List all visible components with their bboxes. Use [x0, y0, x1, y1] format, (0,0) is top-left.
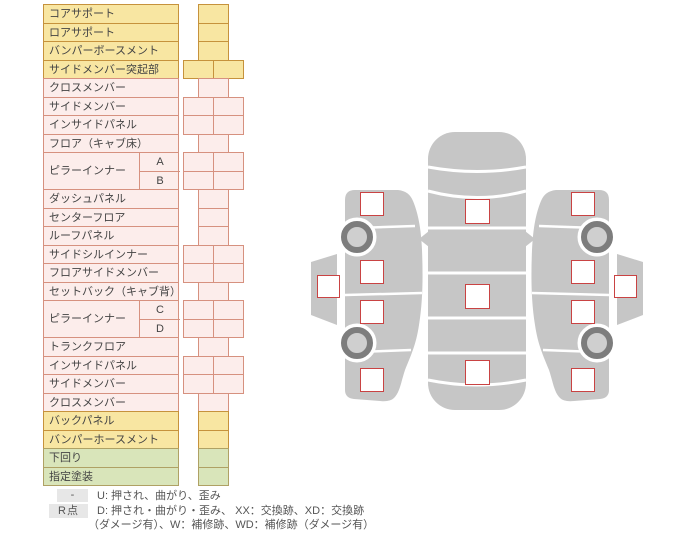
part-label: バンパーボースメント	[49, 45, 159, 57]
marker-right-rear-door[interactable]	[571, 300, 595, 324]
part-label: サイドメンバー	[49, 100, 126, 113]
parts-table: コアサポート ロアサポート バンパーボースメント サイドメンバー突起部 クロスメンバーサ…	[43, 4, 180, 487]
part-label: バックパネル	[49, 415, 115, 427]
part-label: トランクフロア	[49, 341, 126, 353]
part-label: フロア（キャブ床）	[49, 137, 148, 150]
part-label: インサイドパネル	[49, 359, 137, 372]
part-label: インサイドパネル	[49, 119, 137, 131]
marker-right-front-door[interactable]	[571, 260, 595, 284]
part-label: 下回り	[49, 452, 82, 464]
pillar-sub-label: A	[140, 153, 180, 172]
legend-text-u: U: 押され、曲がり、歪み	[97, 490, 221, 502]
marker-left-sill[interactable]	[317, 275, 340, 298]
part-label: ダッシュパネル	[49, 193, 126, 205]
wheel-icon	[337, 217, 377, 257]
left-mirror-icon	[419, 231, 429, 247]
part-label: セットバック（キャブ背）	[49, 285, 178, 298]
part-row: ダッシュパネル	[43, 189, 179, 209]
marker-top-hood[interactable]	[465, 199, 490, 224]
part-label: ロアサポート	[49, 26, 115, 39]
marker-right-sill[interactable]	[614, 275, 637, 298]
marker-left-front-fender[interactable]	[360, 192, 384, 216]
part-label: ピラーインナー	[44, 301, 140, 337]
part-row: フロアサイドメンバー	[43, 263, 179, 283]
part-row: ピラーインナー C D	[43, 300, 180, 338]
part-label: ピラーインナー	[44, 153, 140, 189]
marker-top-roof[interactable]	[465, 284, 490, 309]
part-label: サイドメンバー	[49, 378, 126, 390]
legend-badge-dash: -	[57, 489, 88, 502]
part-label: クロスメンバー	[49, 396, 126, 409]
part-label: 指定塗装	[49, 470, 93, 483]
damage-cell[interactable]	[198, 466, 229, 486]
damage-cells-column	[183, 4, 245, 487]
part-row: バンパーホースメント	[43, 429, 179, 449]
part-label: サイドシルインナー	[49, 248, 148, 261]
part-row: 下回り	[43, 448, 179, 468]
wheel-icon	[337, 323, 377, 363]
part-row: サイドメンバー	[43, 96, 179, 116]
part-label: クロスメンバー	[49, 82, 126, 94]
part-label: ルーフパネル	[49, 230, 115, 242]
part-label: サイドメンバー突起部	[49, 63, 159, 76]
part-row: セットバック（キャブ背）	[43, 281, 179, 301]
part-row: フロア（キャブ床）	[43, 133, 179, 153]
pillar-sub-label: D	[156, 322, 164, 335]
part-row: バンパーボースメント	[43, 41, 179, 61]
part-label: センターフロア	[49, 211, 126, 224]
legend-text-d: D: 押され・曲がり・歪み、 XX：交換跡、XD：交換跡	[97, 505, 365, 517]
part-row: ロアサポート	[43, 22, 179, 42]
part-row: クロスメンバー	[43, 392, 179, 412]
legend-badge-rpoint: R点	[49, 504, 88, 518]
car-top-view	[419, 132, 535, 410]
part-row: 指定塗装	[43, 466, 179, 486]
car-left-side-view	[311, 190, 423, 402]
marker-top-trunk[interactable]	[465, 360, 490, 385]
marker-right-rear-fender[interactable]	[571, 368, 595, 392]
part-label: バンパーホースメント	[49, 433, 159, 446]
part-label: コアサポート	[49, 8, 115, 20]
marker-left-rear-fender[interactable]	[360, 368, 384, 392]
pillar-sub-label: B	[156, 174, 164, 187]
legend-text-d2: （ダメージ有）、W：補修跡、WD：補修跡（ダメージ有）	[88, 519, 375, 531]
marker-right-front-fender[interactable]	[571, 192, 595, 216]
part-label: フロアサイドメンバー	[49, 267, 159, 279]
part-row: インサイドパネル	[43, 355, 179, 375]
pillar-sub-label: C	[140, 301, 180, 320]
marker-left-front-door[interactable]	[360, 260, 384, 284]
part-row: トランクフロア	[43, 337, 179, 357]
right-mirror-icon	[525, 231, 535, 247]
marker-left-rear-door[interactable]	[360, 300, 384, 324]
